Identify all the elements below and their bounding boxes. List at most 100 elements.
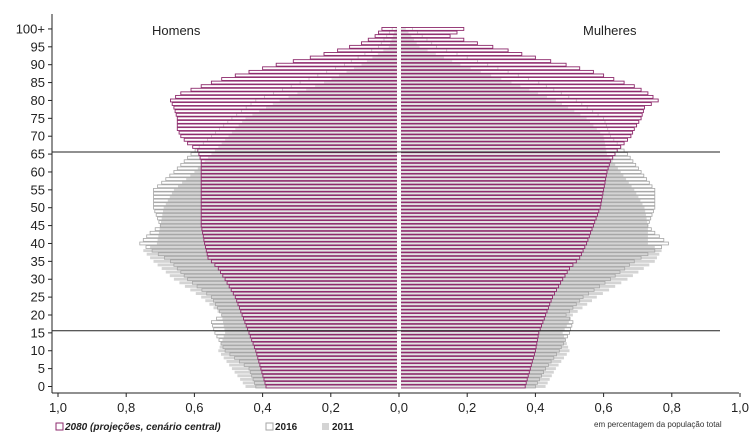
bar-2080-women-age-72 — [398, 127, 635, 131]
bar-2011-men-age-50 — [163, 206, 399, 210]
bar-2080-men-age-4 — [261, 370, 400, 375]
bar-2080-men-age-93 — [323, 52, 400, 56]
bar-2011-men-age-39 — [150, 245, 399, 249]
bar-2080-women-age-79 — [398, 102, 652, 106]
bar-2080-women-age-30 — [398, 277, 564, 282]
bar-2011-women-age-91 — [399, 59, 453, 63]
bar-2011-women-age-70 — [399, 134, 604, 138]
bar-2011-men-age-32 — [165, 270, 399, 274]
bar-2011-men-age-15 — [225, 331, 399, 335]
bar-2011-women-age-17 — [399, 324, 567, 328]
bar-2080-men-age-51 — [200, 202, 400, 207]
bar-2080-women-age-56 — [398, 184, 605, 189]
bar-2011-women-age-44 — [399, 227, 648, 231]
bar-2080-men-age-97 — [367, 37, 400, 42]
bar-2011-women-age-2 — [399, 377, 550, 381]
y-axis-ticks: 0 5 10 15 20 25 30 35 40 45 50 55 60 65 70 75 80 85 90 95 10… — [16, 21, 52, 394]
bar-2080-men-age-62 — [200, 162, 400, 167]
bar-2011-women-age-87 — [399, 73, 492, 77]
bar-2080-men-age-73 — [176, 123, 400, 128]
x-axis-ticks: 1,0 0,8 0,6 0,4 0,2 0,0 0,2 0,4 0,6 0,8 1,0 — [49, 393, 749, 415]
bar-2080-women-age-100 — [398, 27, 465, 31]
bar-2011-women-age-8 — [399, 356, 564, 360]
bar-2011-women-age-77 — [399, 109, 575, 113]
bar-2011-women-age-64 — [399, 156, 610, 160]
bar-2080-men-age-95 — [349, 44, 400, 49]
bar-2011-men-age-95 — [388, 45, 399, 49]
bar-2011-men-age-65 — [211, 152, 399, 156]
bar-2011-women-age-60 — [399, 170, 621, 174]
series-2080-bars — [170, 27, 659, 389]
bar-2011-men-age-89 — [354, 66, 399, 70]
bar-2011-women-age-89 — [399, 66, 471, 70]
bar-2080-men-age-26 — [232, 291, 400, 296]
bar-2080-men-age-33 — [217, 266, 400, 271]
bar-2080-women-age-22 — [398, 305, 549, 310]
bar-2080-men-age-96 — [361, 41, 400, 46]
bar-2011-men-age-44 — [159, 227, 399, 231]
bar-2080-women-age-15 — [398, 330, 540, 335]
bar-2080-men-age-45 — [200, 223, 400, 228]
y-tick-label: 0 — [38, 379, 45, 394]
bar-2080-women-age-85 — [398, 80, 625, 85]
bar-2011-women-age-21 — [399, 309, 578, 313]
bar-2080-women-age-0 — [398, 384, 526, 389]
bar-2011-women-age-88 — [399, 70, 481, 74]
bar-2080-men-age-22 — [238, 305, 400, 310]
bar-2080-women-age-1 — [398, 381, 527, 385]
bar-2011-men-age-57 — [182, 181, 399, 185]
bar-2080-women-age-41 — [398, 237, 589, 242]
bar-2011-women-age-0 — [399, 385, 546, 388]
bar-2011-men-age-73 — [238, 124, 399, 127]
bar-2011-women-age-84 — [399, 84, 521, 88]
bar-2011-women-age-54 — [399, 191, 637, 195]
bar-2080-men-age-78 — [173, 105, 400, 110]
bar-2080-women-age-90 — [398, 62, 567, 67]
bar-2011-women-age-29 — [399, 281, 622, 285]
bar-2080-women-age-5 — [398, 366, 531, 371]
bar-2011-men-age-46 — [161, 220, 399, 224]
bar-2011-men-age-22 — [213, 306, 399, 310]
x-tick-label: 0,4 — [526, 400, 544, 415]
bar-2011-women-age-67 — [399, 145, 606, 149]
bar-2080-men-age-53 — [200, 195, 400, 199]
bar-2011-men-age-51 — [165, 202, 399, 206]
bar-2080-men-age-46 — [200, 220, 400, 224]
bar-2011-men-age-26 — [195, 292, 399, 295]
bar-2080-women-age-53 — [398, 195, 603, 199]
y-tick-label: 65 — [31, 147, 45, 162]
bar-2011-women-age-75 — [399, 116, 587, 120]
bar-2080-men-age-87 — [234, 73, 400, 78]
bar-2011-women-age-19 — [399, 317, 571, 321]
bar-2080-women-age-91 — [398, 59, 552, 64]
y-tick-label: 70 — [31, 129, 45, 144]
bar-2011-men-age-18 — [223, 320, 399, 324]
bar-2080-women-age-55 — [398, 187, 605, 192]
bar-2011-women-age-96 — [399, 41, 417, 45]
bar-2011-men-age-81 — [288, 95, 399, 99]
x-tick-label: 0,8 — [663, 400, 681, 415]
bar-2080-men-age-2 — [263, 377, 400, 382]
bar-2011-women-age-93 — [399, 52, 436, 56]
bar-2080-women-age-61 — [398, 166, 609, 171]
bar-2080-men-age-13 — [251, 338, 400, 342]
bar-2080-men-age-36 — [207, 255, 400, 260]
bar-2011-men-age-87 — [339, 73, 399, 77]
bar-2011-men-age-7 — [226, 360, 399, 363]
bar-2080-men-age-59 — [200, 173, 400, 178]
bar-2011-women-age-41 — [399, 238, 648, 242]
bar-2080-men-age-39 — [205, 245, 400, 249]
y-tick-label: 80 — [31, 93, 45, 108]
bar-2011-men-age-63 — [204, 159, 399, 163]
bar-2011-women-age-43 — [399, 231, 648, 235]
bar-2080-women-age-71 — [398, 130, 634, 135]
bar-2080-men-age-94 — [337, 48, 400, 53]
bar-2011-men-age-91 — [366, 59, 399, 63]
bar-2011-women-age-68 — [399, 141, 605, 145]
bar-2011-men-age-56 — [178, 184, 399, 188]
bar-2080-women-age-17 — [398, 323, 542, 328]
bar-2080-men-age-32 — [220, 270, 400, 274]
bar-2011-women-age-26 — [399, 292, 603, 295]
bar-2011-women-age-74 — [399, 120, 590, 124]
